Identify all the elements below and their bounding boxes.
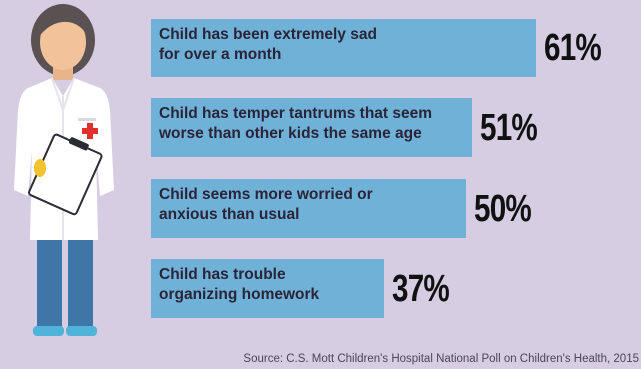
bar-1: Child has been extremely sad for over a … (151, 19, 536, 77)
value-label-3: 50% (474, 188, 532, 230)
value-label-2: 51% (480, 107, 538, 149)
medical-cross-icon (82, 123, 98, 139)
value-label-4: 37% (392, 268, 450, 310)
clipboard-icon (28, 133, 103, 216)
bar-2: Child has temper tantrums that seem wors… (151, 98, 472, 157)
value-label-1: 61% (544, 27, 602, 69)
source-note: Source: C.S. Mott Children's Hospital Na… (243, 353, 639, 365)
bar-4: Child has trouble organizing homework (151, 259, 384, 318)
bar-3: Child seems more worried or anxious than… (151, 179, 466, 238)
